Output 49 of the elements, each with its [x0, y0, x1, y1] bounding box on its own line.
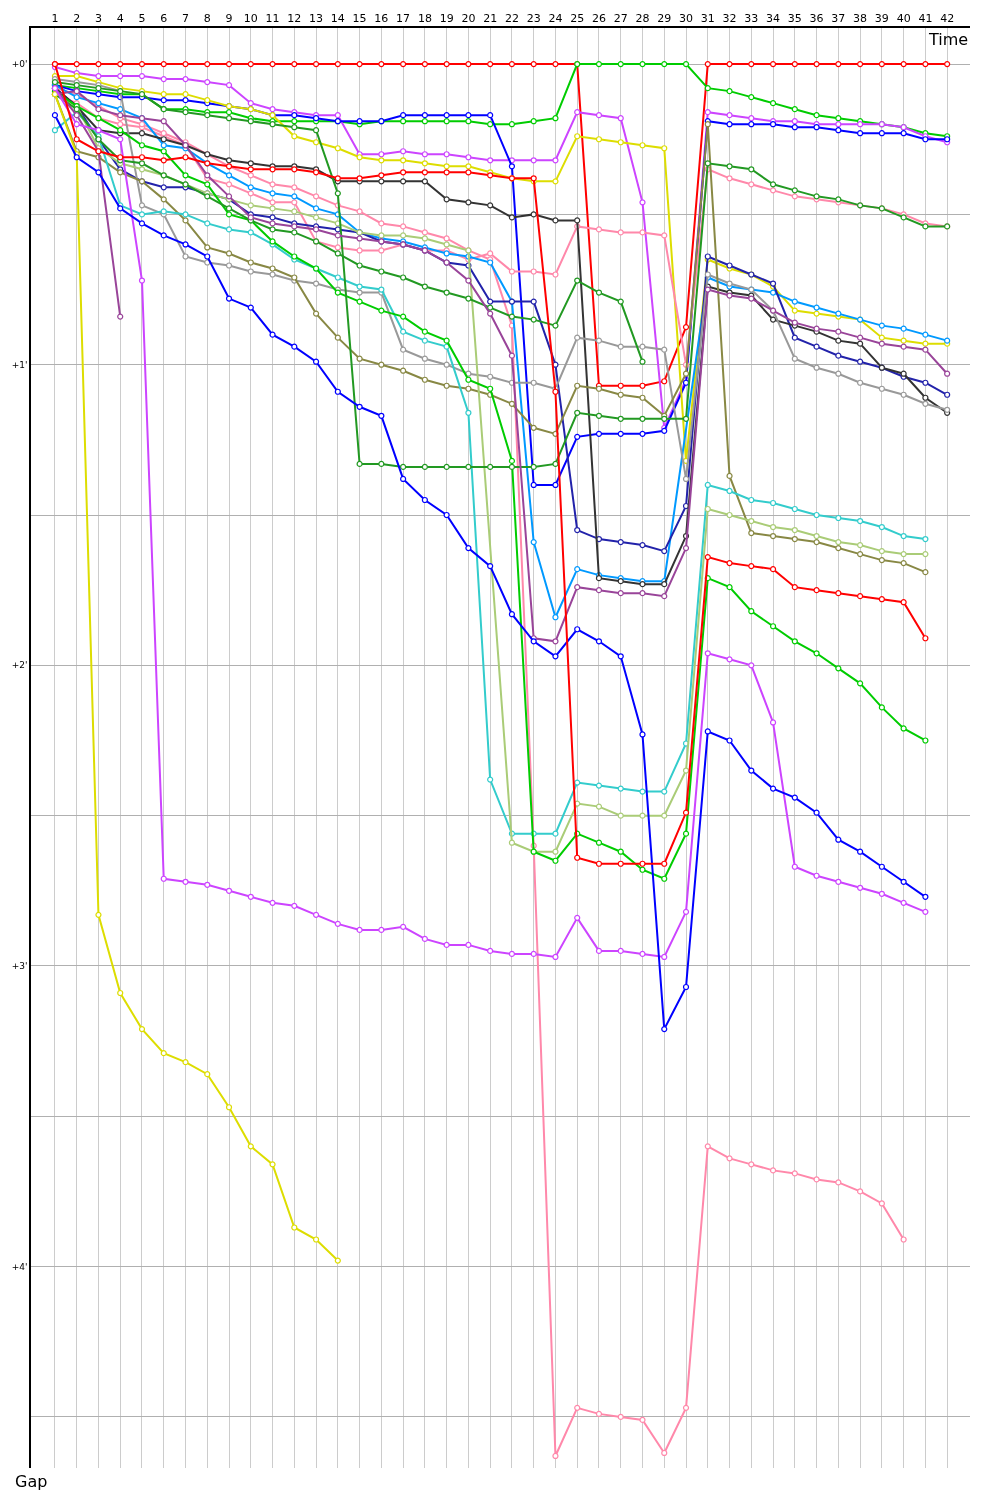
x-tick-label: 6 — [160, 11, 168, 25]
x-tick-label: 7 — [182, 11, 190, 25]
x-tick-label: 29 — [657, 11, 672, 25]
x-axis-title: Time — [928, 30, 969, 49]
x-tick-label: 2 — [73, 11, 81, 25]
x-tick-label: 12 — [287, 11, 302, 25]
y-tick-label: +1' — [11, 359, 28, 370]
x-tick-label: 16 — [374, 11, 389, 25]
x-tick-label: 8 — [203, 11, 211, 25]
x-tick-label: 27 — [613, 11, 628, 25]
y-axis-title: Gap — [15, 1472, 48, 1491]
y-tick-label: +3' — [11, 961, 28, 972]
x-tick-label: 24 — [548, 11, 563, 25]
x-tick-label: 15 — [352, 11, 367, 25]
x-tick-label: 17 — [396, 11, 411, 25]
x-tick-label: 34 — [766, 11, 781, 25]
x-tick-label: 4 — [116, 11, 124, 25]
x-tick-label: 42 — [940, 11, 955, 25]
x-tick-label: 19 — [439, 11, 454, 25]
x-tick-label: 13 — [309, 11, 324, 25]
x-tick-label: 33 — [744, 11, 759, 25]
x-tick-label: 39 — [874, 11, 889, 25]
y-tick-label: +4' — [11, 1261, 28, 1272]
y-tick-label: +2' — [11, 660, 28, 671]
x-tick-label: 35 — [787, 11, 802, 25]
x-tick-label: 41 — [918, 11, 933, 25]
x-tick-label: 3 — [94, 11, 102, 25]
x-tick-label: 11 — [265, 11, 280, 25]
x-tick-label: 25 — [570, 11, 585, 25]
x-tick-label: 20 — [461, 11, 476, 25]
x-tick-label: 37 — [831, 11, 846, 25]
x-tick-label: 14 — [330, 11, 345, 25]
x-tick-label: 9 — [225, 11, 233, 25]
x-tick-label: 10 — [243, 11, 258, 25]
x-tick-label: 1 — [51, 11, 59, 25]
x-tick-label: 36 — [809, 11, 824, 25]
x-tick-label: 18 — [417, 11, 432, 25]
x-tick-label: 26 — [591, 11, 606, 25]
x-tick-label: 22 — [504, 11, 519, 25]
x-tick-label: 21 — [483, 11, 498, 25]
x-tick-label: 23 — [526, 11, 541, 25]
y-tick-label: +0' — [11, 59, 28, 70]
x-tick-label: 32 — [722, 11, 737, 25]
x-tick-label: 40 — [896, 11, 911, 25]
x-tick-label: 31 — [700, 11, 715, 25]
x-tick-label: 30 — [679, 11, 694, 25]
x-tick-label: 38 — [853, 11, 868, 25]
x-tick-label: 28 — [635, 11, 650, 25]
x-tick-label: 5 — [138, 11, 146, 25]
